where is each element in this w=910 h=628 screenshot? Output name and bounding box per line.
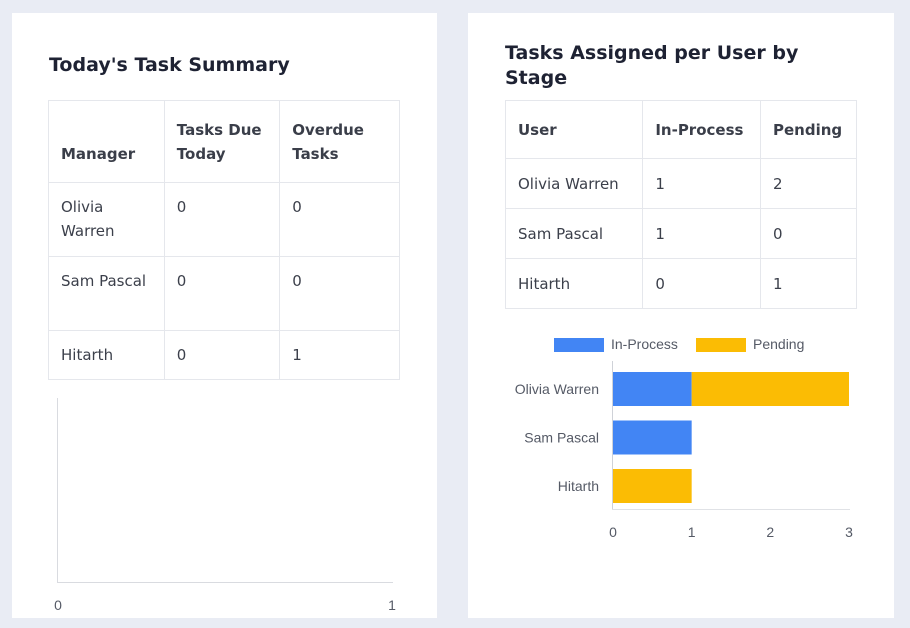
legend-swatch [554,338,604,352]
header-in-process: In-Process [642,100,762,159]
chart-legend: In-Process Pending [554,336,804,352]
x-tick-label: 3 [845,524,853,540]
cell-overdue: 0 [279,182,400,257]
header-overdue-tasks: Overdue Tasks [279,100,400,183]
table-row: Hitarth 0 1 [48,330,400,380]
bar-segment [613,372,692,406]
header-pending: Pending [760,100,857,159]
empty-chart: 0 1 [54,398,396,613]
category-label: Olivia Warren [515,381,599,397]
stacked-bar-chart: In-Process Pending Olivia Warren Sam Pasca… [515,336,853,540]
header-tasks-due-today: Tasks Due Today [163,100,281,183]
cell-manager: Olivia Warren [48,182,165,257]
table-row: Olivia Warren 0 0 [48,182,400,257]
task-summary-table: Manager Tasks Due Today Overdue Tasks Ol… [48,100,400,380]
empty-chart-x-tick: 1 [388,597,396,613]
cell-in-process: 1 [642,208,762,259]
cell-pending: 1 [760,258,857,309]
cell-due-today: 0 [163,182,281,257]
empty-chart-x-tick: 0 [54,597,62,613]
bar-segment [613,469,692,503]
cell-manager: Hitarth [48,330,165,380]
cell-in-process: 0 [642,258,762,309]
table-row: Sam Pascal 1 0 [504,208,857,259]
header-manager: Manager [48,100,165,183]
bar-segment [691,372,849,406]
table-header-row: User In-Process Pending [504,100,857,159]
cell-in-process: 1 [642,158,762,209]
x-tick-label: 0 [609,524,617,540]
cell-overdue: 0 [279,256,400,331]
legend-swatch [696,338,746,352]
x-tick-label: 1 [688,524,696,540]
table-header-row: Manager Tasks Due Today Overdue Tasks [48,100,400,183]
tasks-by-stage-table: User In-Process Pending Olivia Warren 1 … [504,100,857,309]
legend-label: Pending [753,336,804,352]
category-label: Sam Pascal [524,430,599,446]
cell-pending: 2 [760,158,857,209]
cell-user: Hitarth [504,258,644,309]
task-summary-title: Today's Task Summary [49,54,290,76]
tasks-by-stage-title: Tasks Assigned per User by Stage [505,42,799,89]
x-tick-label: 2 [766,524,774,540]
cell-user: Sam Pascal [504,208,644,259]
cell-due-today: 0 [163,330,281,380]
task-summary-card: Today's Task Summary Manager Tasks Due T… [12,13,437,618]
bar-segment [613,420,692,455]
category-label: Hitarth [558,478,599,494]
table-row: Hitarth 0 1 [504,258,857,309]
legend-label: In-Process [611,336,678,352]
cell-overdue: 1 [279,330,400,380]
tasks-by-stage-card: Tasks Assigned per User by Stage User In… [468,13,894,618]
cell-pending: 0 [760,208,857,259]
